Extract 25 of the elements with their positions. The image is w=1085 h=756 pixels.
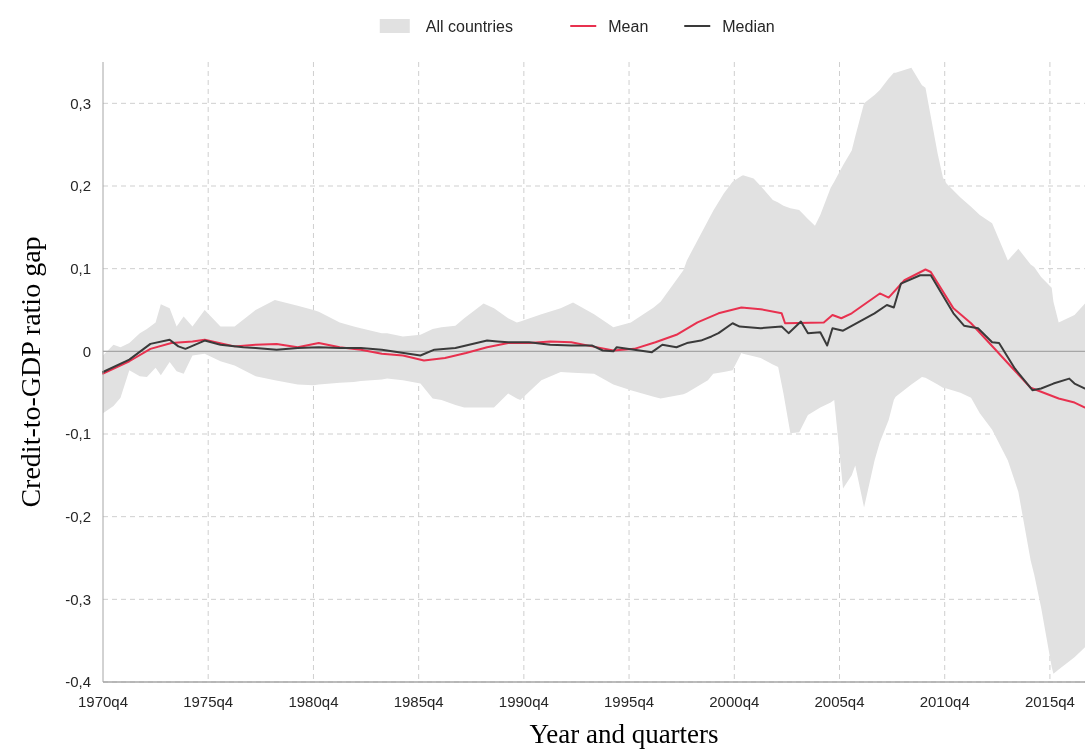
x-tick-label: 1970q4 [77, 693, 129, 710]
legend-label: All countries [425, 17, 513, 35]
y-axis-title: Credit-to-GDP ratio gap [15, 236, 46, 508]
x-tick-label: 1995q4 [604, 693, 655, 710]
legend-label: Mean [608, 17, 649, 35]
line-series [102, 274, 1085, 392]
x-tick-label: 2000q4 [709, 693, 760, 710]
x-tick-label: 1980q4 [288, 693, 339, 710]
y-tick-label: -0,2 [65, 507, 91, 525]
x-tick-label: 1975q4 [183, 693, 234, 710]
y-tick-label: -0,1 [65, 425, 91, 443]
x-tick-label: 2015q4 [1024, 693, 1075, 710]
x-tick-label: 1990q4 [498, 693, 549, 710]
y-tick-label: -0,4 [65, 673, 91, 691]
y-tick-label: 0,2 [70, 177, 91, 195]
x-tick-label: 2010q4 [919, 693, 970, 710]
line-series [102, 268, 1085, 409]
x-tick-label: 1985q4 [393, 693, 444, 710]
y-tick-label: 0,1 [70, 259, 91, 277]
y-tick-label: 0,3 [70, 94, 91, 112]
y-tick-label: 0 [82, 342, 91, 360]
y-tick-label: -0,3 [65, 590, 91, 608]
x-axis-title: Year and quarters [529, 719, 719, 749]
legend-label: Median [722, 17, 775, 35]
x-tick-label: 2005q4 [814, 693, 865, 710]
